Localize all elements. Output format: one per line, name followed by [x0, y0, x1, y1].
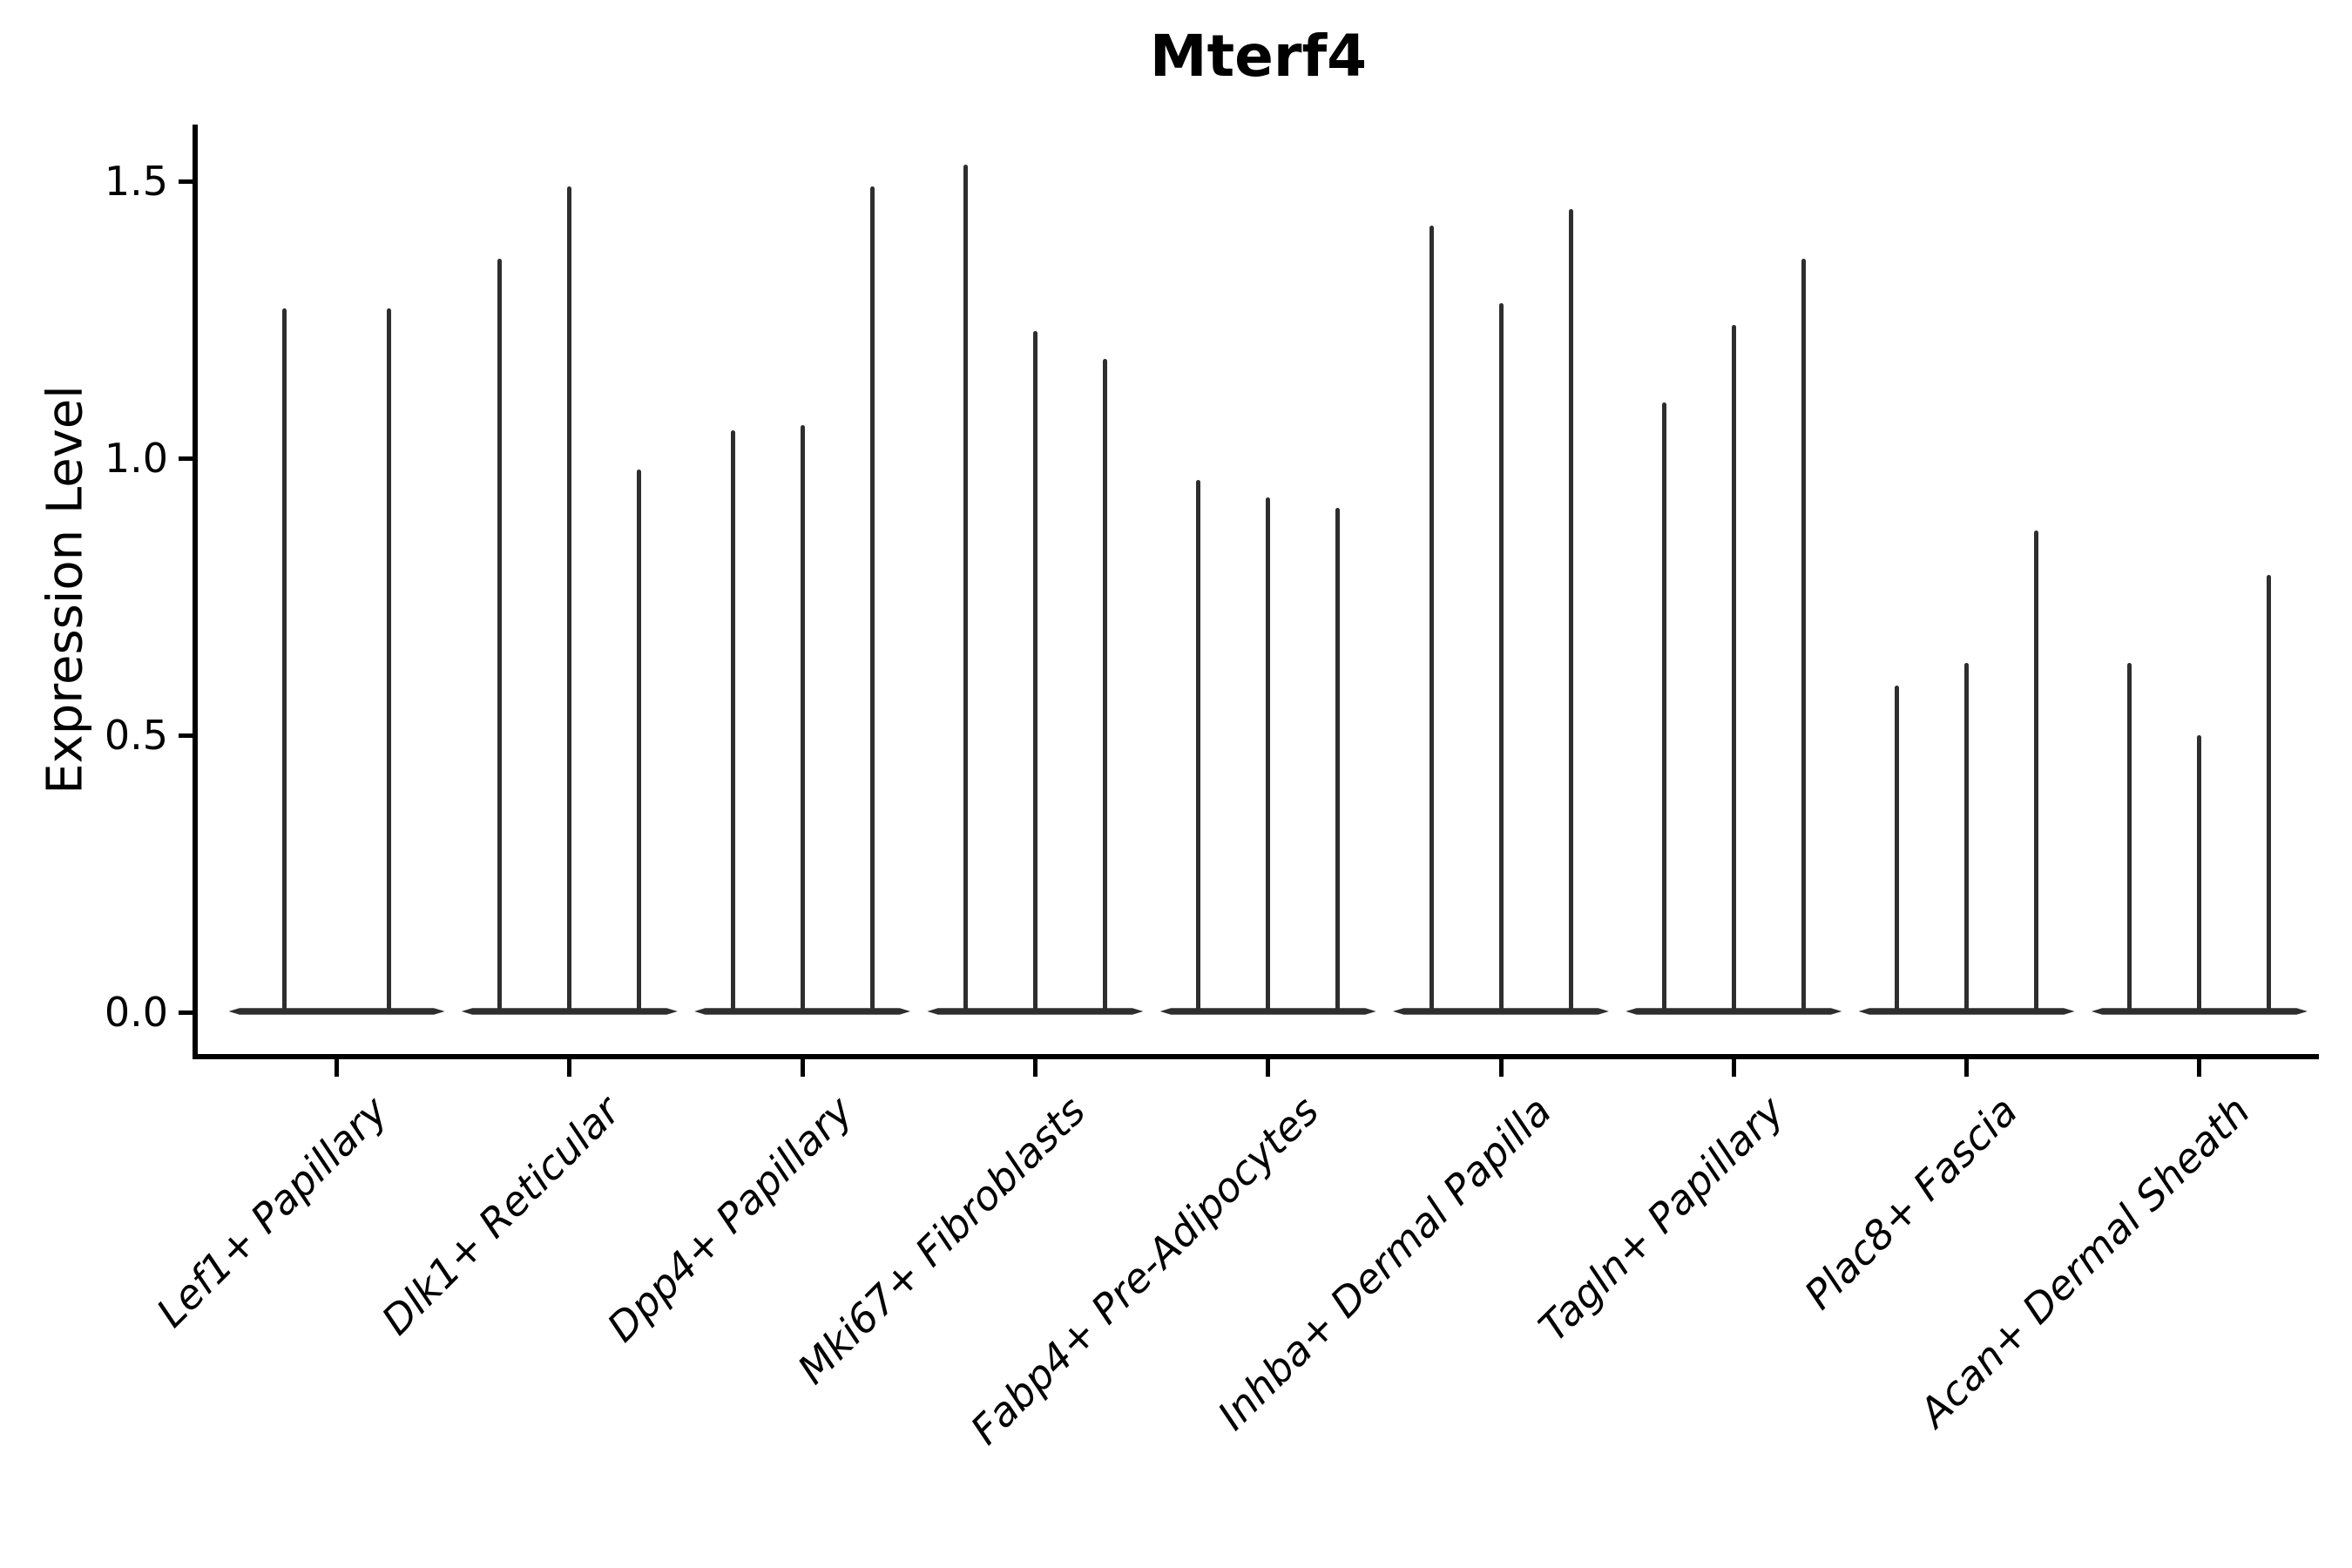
x-tick-mark: [567, 1059, 572, 1077]
x-tick-mark: [1498, 1059, 1504, 1077]
violin-spike: [497, 259, 503, 1014]
y-tick-label: 1.0: [104, 435, 168, 482]
violin-spike: [282, 308, 287, 1014]
violin-spike: [1429, 225, 1434, 1014]
violin-spike: [2127, 663, 2132, 1014]
violin-spike: [1196, 480, 1201, 1014]
violin-spike: [1568, 208, 1573, 1014]
violin-spike: [1335, 508, 1341, 1014]
violin-spike: [1266, 497, 1271, 1014]
x-tick-mark: [1731, 1059, 1736, 1077]
violin-spike: [1661, 402, 1666, 1014]
violin-spike: [2034, 530, 2039, 1014]
violin-spike: [637, 469, 642, 1014]
violin-spike: [1731, 325, 1736, 1014]
violin-spike: [869, 186, 875, 1014]
y-tick-mark: [179, 733, 193, 738]
violin-spike: [730, 430, 735, 1014]
y-tick-mark: [179, 179, 193, 184]
y-tick-label: 0.5: [104, 712, 168, 759]
y-tick-mark: [179, 456, 193, 461]
violin-spike: [387, 308, 391, 1014]
violin-spike: [1801, 259, 1806, 1014]
y-tick-label: 0.0: [104, 989, 168, 1036]
violin-spike: [1102, 358, 1107, 1014]
violin-spike: [1895, 685, 1900, 1014]
violin-spike: [567, 186, 572, 1014]
violin-spike: [1032, 330, 1037, 1014]
x-tick-mark: [335, 1059, 339, 1077]
violin-spike: [1498, 302, 1504, 1014]
x-tick-mark: [1032, 1059, 1037, 1077]
violin-spike: [1964, 663, 1970, 1014]
violin-spike: [2267, 574, 2272, 1014]
violin-base: [228, 1008, 445, 1015]
y-tick-label: 1.5: [104, 158, 168, 205]
violin-spike: [2197, 735, 2202, 1014]
violin-spike: [800, 424, 805, 1014]
chart-title: Mterf4: [1149, 23, 1368, 90]
x-tick-mark: [800, 1059, 805, 1077]
x-axis-spine: [193, 1054, 2319, 1059]
violin-spike: [963, 164, 968, 1014]
y-axis-spine: [193, 125, 198, 1059]
x-tick-mark: [2197, 1059, 2202, 1077]
y-tick-mark: [179, 1010, 193, 1015]
x-tick-mark: [1964, 1059, 1970, 1077]
x-tick-mark: [1266, 1059, 1271, 1077]
